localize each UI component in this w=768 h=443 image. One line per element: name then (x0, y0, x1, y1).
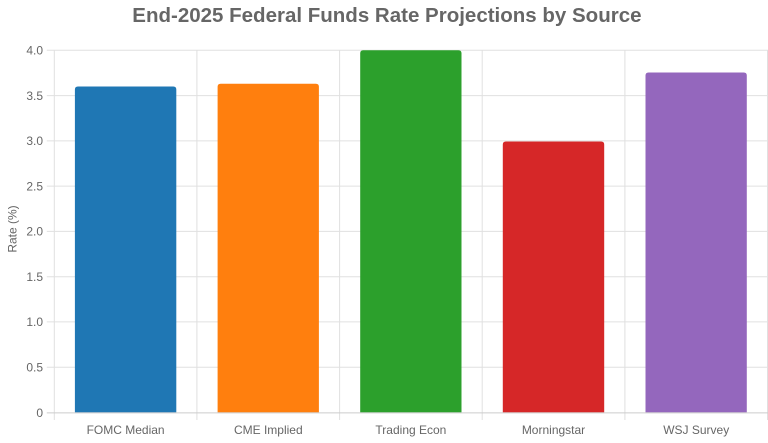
svg-text:WSJ Survey: WSJ Survey (663, 423, 729, 437)
svg-text:Rate (%): Rate (%) (6, 205, 20, 252)
svg-text:Morningstar: Morningstar (522, 423, 585, 437)
svg-text:FOMC Median: FOMC Median (87, 423, 165, 437)
svg-text:4.0: 4.0 (26, 44, 43, 58)
svg-text:3.0: 3.0 (26, 134, 43, 148)
svg-text:0.5: 0.5 (26, 360, 43, 374)
svg-text:2.0: 2.0 (26, 225, 43, 239)
svg-text:1.0: 1.0 (26, 315, 43, 329)
svg-text:2.5: 2.5 (26, 179, 43, 193)
svg-text:0: 0 (36, 406, 43, 420)
svg-text:3.5: 3.5 (26, 89, 43, 103)
svg-text:End-2025 Federal Funds Rate Pr: End-2025 Federal Funds Rate Projections … (132, 4, 641, 27)
svg-text:CME Implied: CME Implied (234, 423, 303, 437)
svg-text:Trading Econ: Trading Econ (375, 423, 446, 437)
svg-text:1.5: 1.5 (26, 270, 43, 284)
